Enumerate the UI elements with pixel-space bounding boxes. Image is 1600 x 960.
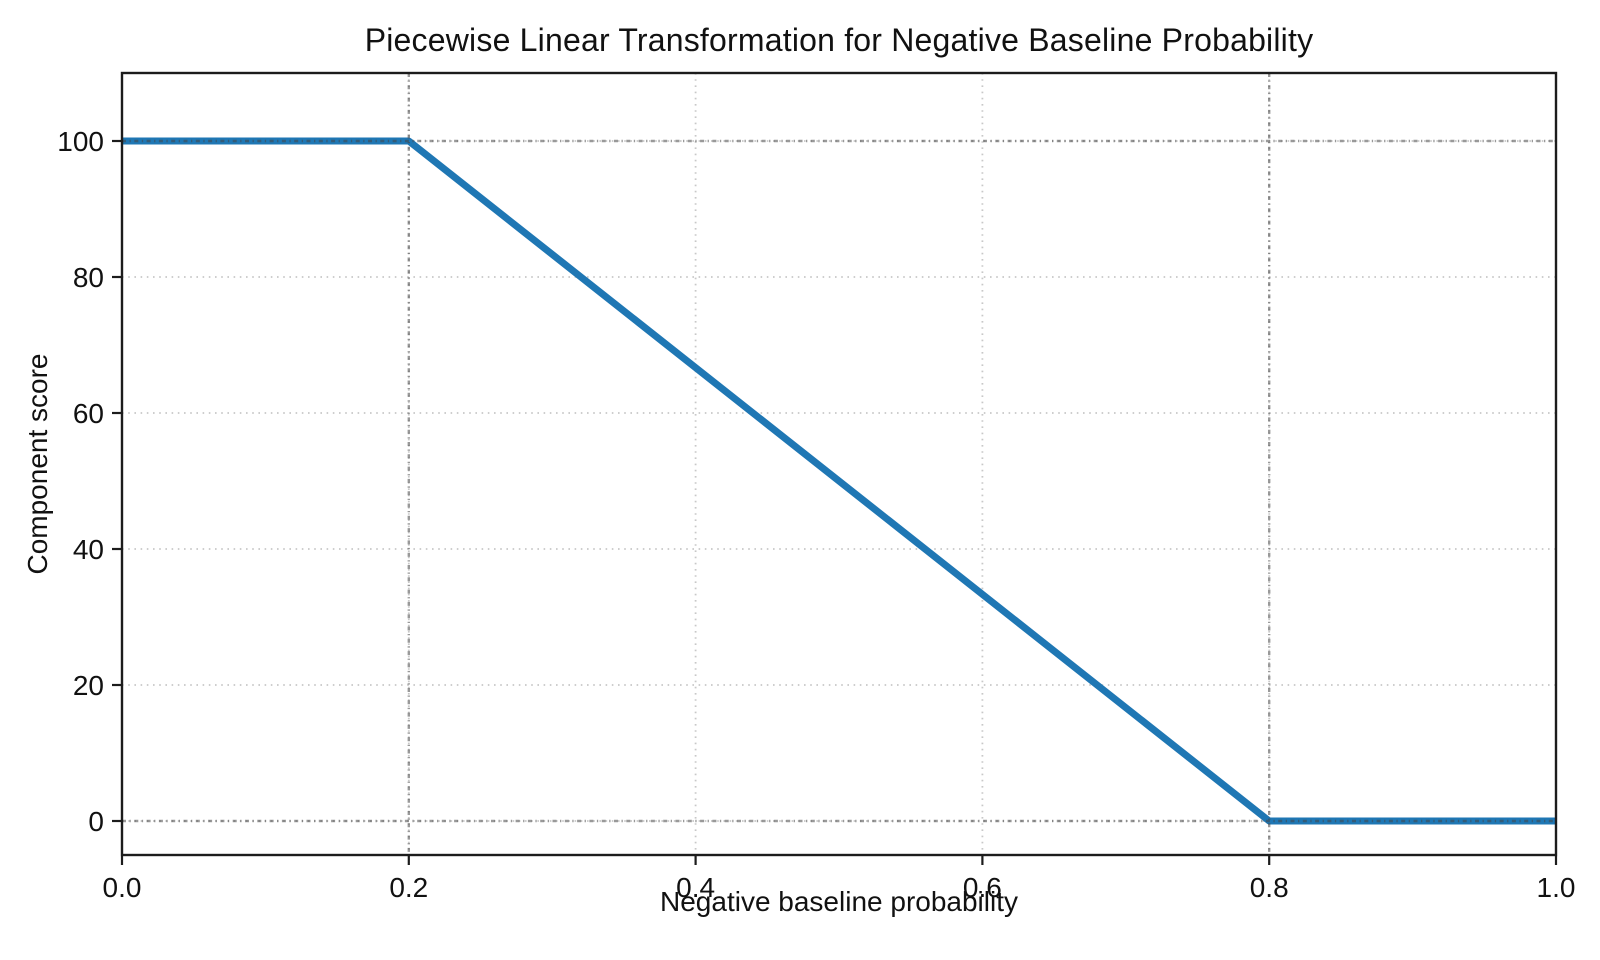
y-axis-label: Component score bbox=[22, 353, 53, 575]
y-tick-label: 20 bbox=[73, 670, 104, 701]
y-tick-label: 100 bbox=[57, 126, 104, 157]
x-tick-label: 0.4 bbox=[676, 872, 715, 903]
x-tick-label: 0.8 bbox=[1250, 872, 1289, 903]
data-line bbox=[122, 137, 1556, 825]
reference-lines bbox=[122, 73, 1556, 855]
chart-title: Piecewise Linear Transformation for Nega… bbox=[364, 22, 1314, 58]
plot-frame bbox=[120, 71, 1558, 857]
y-tick-label: 0 bbox=[88, 806, 104, 837]
axes-spines bbox=[120, 71, 1558, 857]
x-tick-label: 0.2 bbox=[389, 872, 428, 903]
x-tick-label: 1.0 bbox=[1537, 872, 1576, 903]
y-tick-label: 80 bbox=[73, 262, 104, 293]
y-tick-label: 40 bbox=[73, 534, 104, 565]
data-series bbox=[122, 137, 1556, 825]
y-tick-label: 60 bbox=[73, 398, 104, 429]
x-tick-label: 0.6 bbox=[963, 872, 1002, 903]
x-axis-label: Negative baseline probability bbox=[660, 886, 1018, 917]
axis-ticks: 0.0 0.2 0.4 0.6 0.8 1.0 0 20 40 60 80 100 bbox=[57, 126, 1575, 903]
gridlines bbox=[121, 73, 1557, 855]
x-tick-label: 0.0 bbox=[103, 872, 142, 903]
